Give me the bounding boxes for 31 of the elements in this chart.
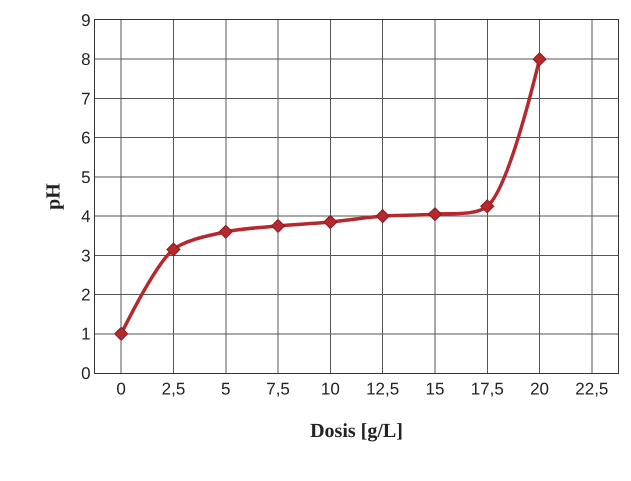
x-tick-label: 5: [221, 379, 230, 398]
point: [376, 209, 390, 224]
point: [480, 199, 494, 214]
y-tick-label: 6: [81, 128, 91, 148]
x-tick-label: 15: [425, 379, 444, 398]
y-tick-label: 8: [81, 50, 91, 70]
y-tick-label: 3: [81, 246, 91, 266]
point: [271, 218, 286, 233]
point: [532, 52, 547, 66]
x-tick-label: 20: [530, 379, 550, 398]
point: [166, 242, 180, 256]
y-tick-label: 7: [81, 89, 91, 108]
x-tick-label: 12,5: [366, 379, 400, 398]
y-tick-label: 1: [81, 324, 91, 344]
y-tick-label: 2: [81, 286, 91, 305]
y-tick-label: 4: [81, 207, 91, 226]
y-tick-label: 0: [81, 364, 91, 383]
point: [218, 224, 233, 239]
x-tick-label: 10: [320, 379, 340, 398]
x-tick-label: 2,5: [162, 379, 186, 398]
y-tick-label: 9: [81, 10, 91, 30]
point: [114, 326, 128, 341]
x-axis-title: Dosis [g/L]: [310, 420, 403, 442]
point: [323, 214, 338, 229]
point: [428, 207, 442, 222]
x-tick-label: 17,5: [470, 379, 504, 398]
y-axis-title: pH: [42, 182, 65, 210]
y-tick-label: 5: [81, 168, 91, 187]
x-tick-label: 22,5: [575, 379, 608, 398]
x-tick-label: 0: [116, 379, 126, 398]
x-tick-label: 7,5: [266, 379, 290, 398]
